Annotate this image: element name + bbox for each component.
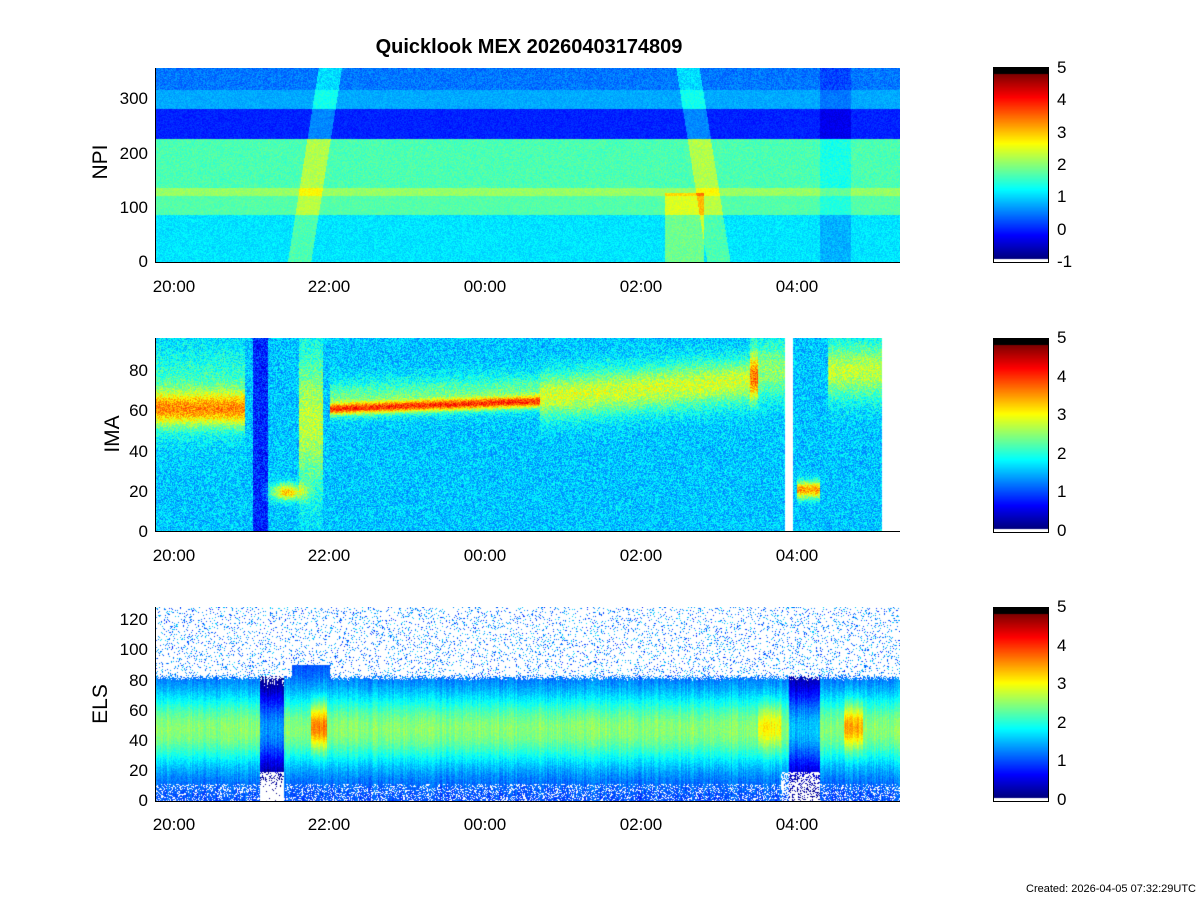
- els-ytick-40: 40: [129, 731, 148, 750]
- ima-colorbar: [993, 338, 1049, 533]
- npi-colorbar: [993, 67, 1049, 263]
- npi-ytick-100: 100: [119, 198, 148, 217]
- els-ytick-60: 60: [129, 701, 148, 720]
- els-ytick-100: 100: [119, 640, 148, 659]
- els-xtick-2200: 22:00: [307, 815, 351, 834]
- els-spectrogram: [155, 607, 900, 802]
- npi-ytick-0: 0: [138, 252, 148, 271]
- els-cbtick-2: 2: [1057, 713, 1067, 732]
- npi-cbtick-3: 3: [1057, 123, 1067, 142]
- ima-ytick-80: 80: [129, 361, 148, 380]
- ima-xtick-0000: 00:00: [463, 546, 507, 565]
- ima-cbtick-3: 3: [1057, 405, 1067, 424]
- els-cbtick-1: 1: [1057, 751, 1067, 770]
- npi-cbtick-1: 1: [1057, 187, 1067, 206]
- plot-title: Quicklook MEX 20260403174809: [375, 36, 683, 58]
- els-cbtick-3: 3: [1057, 674, 1067, 693]
- ima-xtick-2200: 22:00: [307, 546, 351, 565]
- els-colorbar: [993, 607, 1049, 802]
- npi-axes: [155, 68, 900, 263]
- els-xtick-0200: 02:00: [619, 815, 663, 834]
- npi-xtick-2200: 22:00: [307, 277, 351, 296]
- npi-ytick-200: 200: [119, 144, 148, 163]
- ima-cbtick-0: 0: [1057, 521, 1067, 540]
- els-xtick-0000: 00:00: [463, 815, 507, 834]
- els-cbtick-5: 5: [1057, 597, 1067, 616]
- npi-xtick-0000: 00:00: [463, 277, 507, 296]
- els-ytick-20: 20: [129, 761, 148, 780]
- els-axes: [155, 607, 900, 802]
- els-ytick-0: 0: [138, 791, 148, 810]
- els-cbtick-0: 0: [1057, 790, 1067, 809]
- npi-spectrogram: [155, 68, 900, 263]
- els-xtick-0400: 04:00: [775, 815, 819, 834]
- ima-axes: [155, 338, 900, 532]
- ima-ytick-0: 0: [138, 522, 148, 541]
- npi-ytick-300: 300: [119, 89, 148, 108]
- npi-heatmap: [155, 68, 900, 263]
- created-timestamp: Created: 2026-04-05 07:32:29UTC: [1026, 883, 1196, 895]
- ima-cbtick-4: 4: [1057, 367, 1067, 386]
- ima-ytick-20: 20: [129, 482, 148, 501]
- els-heatmap: [155, 607, 900, 802]
- npi-cbtick-5: 5: [1057, 58, 1067, 77]
- ima-spectrogram: [155, 338, 900, 532]
- npi-cbtick-minus1: -1: [1057, 252, 1073, 271]
- els-ytick-80: 80: [129, 671, 148, 690]
- els-ytick-120: 120: [119, 610, 148, 629]
- ima-cbtick-5: 5: [1057, 328, 1067, 347]
- ima-xtick-0400: 04:00: [775, 546, 819, 565]
- npi-cbtick-0: 0: [1057, 220, 1067, 239]
- npi-cbtick-4: 4: [1057, 90, 1067, 109]
- ima-xtick-2000: 20:00: [152, 546, 196, 565]
- ima-heatmap: [155, 338, 900, 532]
- ima-cbtick-1: 1: [1057, 482, 1067, 501]
- els-xtick-2000: 20:00: [152, 815, 196, 834]
- ima-ytick-40: 40: [129, 442, 148, 461]
- ima-xtick-0200: 02:00: [619, 546, 663, 565]
- npi-cbtick-2: 2: [1057, 155, 1067, 174]
- ima-ytick-60: 60: [129, 401, 148, 420]
- npi-xtick-2000: 20:00: [152, 277, 196, 296]
- els-cbtick-4: 4: [1057, 636, 1067, 655]
- ima-cbtick-2: 2: [1057, 444, 1067, 463]
- npi-xtick-0400: 04:00: [775, 277, 819, 296]
- npi-xtick-0200: 02:00: [619, 277, 663, 296]
